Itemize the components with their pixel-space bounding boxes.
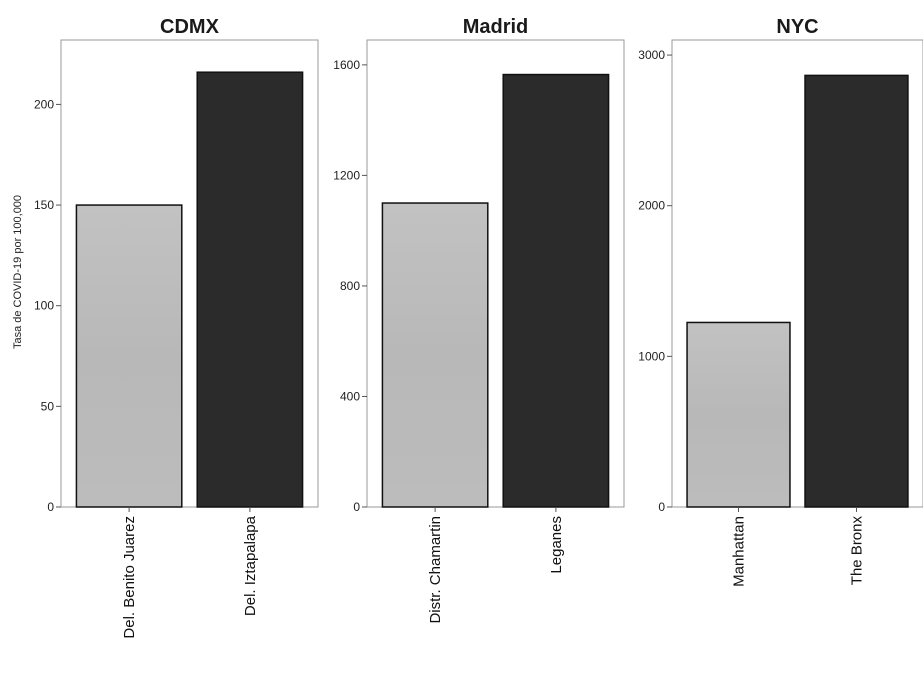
bar-manhattan — [686, 321, 791, 508]
x-tick-label: Manhattan — [731, 516, 748, 587]
y-tick-label: 50 — [41, 399, 55, 413]
panel-title: NYC — [776, 16, 818, 38]
panel-madrid: Madrid 0 400 800 1200 1600 Distr. Chamartin Leg… — [333, 16, 625, 624]
x-tick-label: Del. Iztapalapa — [242, 515, 259, 616]
y-tick-label: 1000 — [638, 349, 665, 363]
y-tick-label: 1200 — [333, 168, 360, 182]
x-tick-label: Distr. Chamartin — [427, 516, 444, 624]
y-tick-label: 150 — [34, 198, 54, 212]
y-tick-label: 400 — [340, 389, 360, 403]
bar-del-benito-juarez — [75, 204, 183, 508]
bar-leganes — [502, 73, 610, 508]
y-tick-label: 2000 — [638, 199, 665, 213]
x-tick-label: Del. Benito Juarez — [121, 516, 138, 639]
bar-distr-chamartin — [381, 202, 489, 508]
y-tick-label: 100 — [34, 299, 54, 313]
y-tick-label: 3000 — [638, 48, 665, 62]
bar-del-iztapalapa — [196, 71, 304, 508]
panel-cdmx: CDMX 0 50 100 150 200 Del. Benito Juarez Del. I… — [34, 16, 319, 639]
panel-title: CDMX — [160, 16, 220, 38]
y-tick-label: 800 — [340, 279, 360, 293]
y-tick-label: 200 — [34, 97, 54, 111]
x-tick-label: The Bronx — [848, 516, 865, 586]
panel-nyc: NYC 0 1000 2000 3000 Manhattan The Bronx — [638, 16, 923, 587]
y-tick-label: 1600 — [333, 58, 360, 72]
bar-the-bronx — [804, 74, 909, 508]
y-tick-label: 0 — [658, 500, 665, 514]
x-tick-label: Leganes — [548, 516, 565, 574]
y-tick-label: 0 — [353, 500, 360, 514]
chart-panels: CDMX 0 50 100 150 200 Del. Benito Juarez Del. I… — [34, 16, 923, 639]
y-axis-label: Tasa de COVID-19 por 100,000 — [12, 195, 24, 349]
y-tick-label: 0 — [47, 500, 54, 514]
panel-title: Madrid — [463, 16, 529, 38]
